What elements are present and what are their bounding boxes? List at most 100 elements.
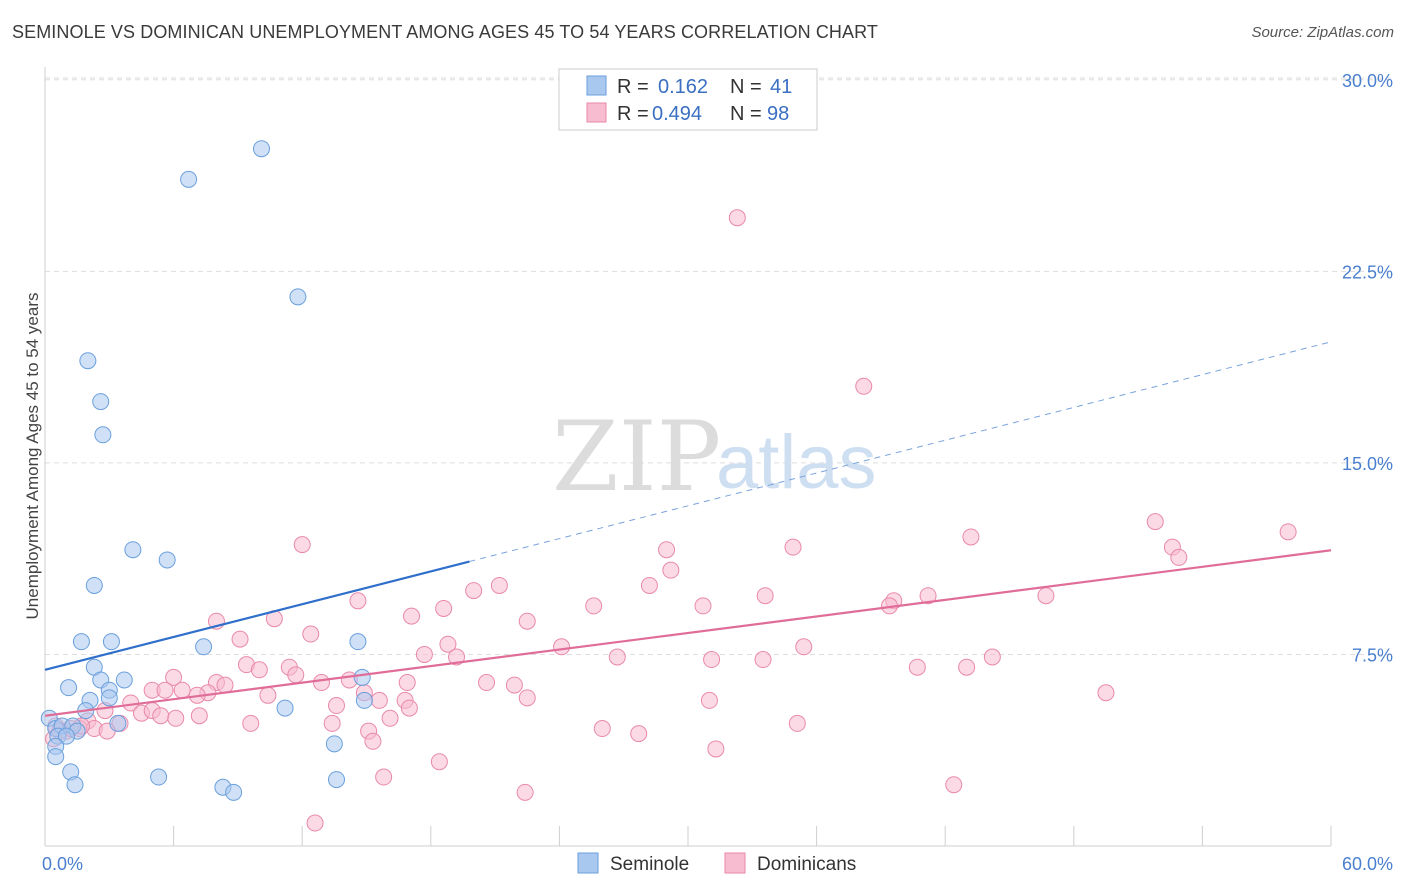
legend-r-seminole: 0.162 — [658, 76, 708, 98]
seminole-point — [47, 748, 65, 766]
seminole-point — [349, 633, 367, 651]
dominicans-point — [465, 582, 483, 600]
dominicans-point — [439, 635, 457, 653]
dominicans-point — [165, 668, 183, 686]
dominicans-point — [1170, 548, 1188, 566]
dominicans-point — [370, 691, 388, 709]
seminole-point — [325, 735, 343, 753]
dominicans-point — [754, 651, 772, 669]
seminole-point — [115, 671, 133, 689]
dominicans-point — [312, 674, 330, 692]
axes — [44, 67, 1332, 847]
dominicans-point — [962, 528, 980, 546]
legend-r-dominicans: 0.494 — [652, 103, 702, 125]
dominicans-point — [958, 658, 976, 676]
dominicans-point — [173, 681, 191, 699]
legend-r-label: R = — [617, 76, 649, 98]
dominicans-point — [703, 651, 721, 669]
seminole-point — [355, 691, 373, 709]
dominicans-point — [400, 699, 418, 717]
seminole-point — [195, 638, 213, 656]
seminole-point — [92, 393, 110, 411]
dominicans-point — [327, 697, 345, 715]
dominicans-point — [250, 661, 268, 679]
dominicans-point — [756, 587, 774, 605]
legend-swatch-dominicans — [586, 102, 607, 123]
seminole-point — [94, 426, 112, 444]
seminole-point — [225, 783, 243, 801]
dominicans-point — [553, 638, 571, 656]
bottom-legend-swatch-dominicans — [724, 852, 746, 874]
seminole-point — [327, 771, 345, 789]
dominicans-point — [1279, 523, 1297, 541]
legend-n-seminole: 41 — [770, 76, 792, 98]
dominicans-point — [788, 714, 806, 732]
dominicans-point — [640, 576, 658, 594]
dominicans-point — [505, 676, 523, 694]
seminole-point — [124, 541, 142, 559]
dominicans-point — [518, 612, 536, 630]
dominicans-point — [152, 707, 170, 725]
trend-lines — [44, 341, 1332, 717]
seminole-points — [40, 140, 373, 801]
dominicans-point — [306, 814, 324, 832]
x-tick-label: 60.0% — [1342, 854, 1393, 874]
dominicans-point — [908, 658, 926, 676]
dominicans-point — [478, 674, 496, 692]
dominicans-point — [728, 209, 746, 227]
dominicans-point — [156, 681, 174, 699]
seminole-point — [353, 668, 371, 686]
seminole-point — [252, 140, 270, 158]
dominicans-point — [630, 725, 648, 743]
seminole-trend-line — [44, 560, 470, 671]
dominicans-point — [608, 648, 626, 666]
dominicans-points — [45, 209, 1297, 832]
legend-r-label: R = — [617, 103, 649, 125]
dominicans-point — [323, 714, 341, 732]
dominicans-point — [242, 714, 260, 732]
dominicans-point — [364, 732, 382, 750]
dominicans-point — [293, 536, 311, 554]
y-tick-label: 30.0% — [1342, 71, 1393, 91]
seminole-point — [72, 633, 90, 651]
dominicans-point — [167, 709, 185, 727]
dominicans-point — [518, 689, 536, 707]
dominicans-point — [435, 599, 453, 617]
y-tick-label: 15.0% — [1342, 454, 1393, 474]
bottom-legend-swatch-seminole — [577, 852, 599, 874]
correlation-legend: R = 0.162 N = 41 R = 0.494 N = 98 — [558, 68, 818, 131]
dominicans-point — [375, 768, 393, 786]
dominicans-point — [707, 740, 725, 758]
dominicans-point — [448, 648, 466, 666]
dominicans-trend-line — [44, 549, 1332, 717]
seminole-point — [180, 170, 198, 188]
dominicans-point — [855, 377, 873, 395]
dominicans-point — [398, 674, 416, 692]
dominicans-point — [694, 597, 712, 615]
legend-n-dominicans: 98 — [767, 103, 789, 125]
dominicans-point — [490, 576, 508, 594]
dominicans-point — [259, 686, 277, 704]
dominicans-point — [945, 776, 963, 794]
dominicans-point — [302, 625, 320, 643]
seminole-point — [158, 551, 176, 569]
bottom-legend-dominicans: Dominicans — [757, 854, 856, 875]
dominicans-point — [1146, 513, 1164, 531]
seminole-point — [276, 699, 294, 717]
seminole-point — [66, 776, 84, 794]
x-tick-labels: 0.0% 60.0% — [42, 854, 1393, 874]
dominicans-point — [216, 676, 234, 694]
seminole-point — [150, 768, 168, 786]
dominicans-point — [190, 707, 208, 725]
dominicans-point — [415, 645, 433, 663]
dominicans-point — [349, 592, 367, 610]
seminole-point — [79, 352, 97, 370]
y-tick-labels: 7.5% 15.0% 22.5% 30.0% — [1342, 71, 1393, 666]
dominicans-point — [231, 630, 249, 648]
dominicans-point — [287, 666, 305, 684]
seminole-point — [289, 288, 307, 306]
watermark-zip: ZIP — [552, 401, 721, 513]
dominicans-point — [700, 691, 718, 709]
source-credit: Source: ZipAtlas.com — [1251, 24, 1394, 41]
